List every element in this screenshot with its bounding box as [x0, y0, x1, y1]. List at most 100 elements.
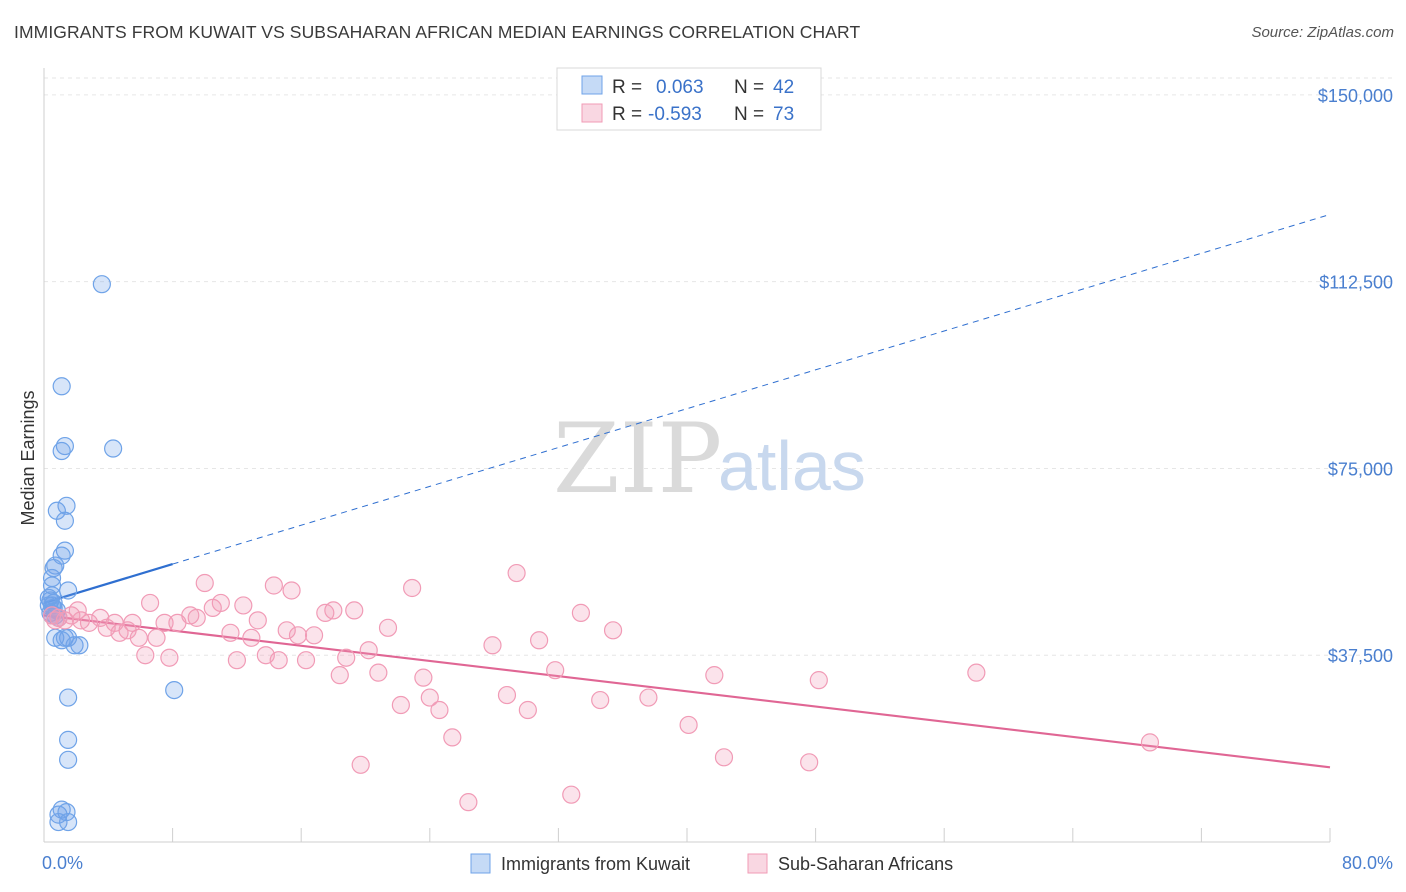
point-subsaharan [507, 563, 526, 583]
bottom-legend-swatch-kuwait [470, 853, 491, 874]
bottom-legend-swatch-subsaharan [747, 853, 768, 874]
point-subsaharan [562, 785, 581, 804]
point-subsaharan [324, 601, 343, 620]
watermark-zip: ZIP [553, 403, 722, 515]
point-subsaharan [497, 685, 517, 705]
point-subsaharan [359, 641, 378, 660]
y-tick-labels: $37,500 $75,000 $112,500 $150,000 [1318, 86, 1393, 666]
watermark-atlas: atlas [718, 427, 866, 505]
point-kuwait [165, 680, 184, 700]
point-subsaharan [221, 623, 240, 642]
point-subsaharan [705, 666, 724, 685]
point-subsaharan [147, 628, 166, 647]
legend-r-value-subsaharan: -0.593 [648, 104, 702, 125]
point-kuwait [92, 275, 111, 294]
legend-n-value-subsaharan: 73 [773, 104, 794, 125]
point-subsaharan [546, 661, 565, 680]
point-subsaharan [518, 700, 537, 720]
point-subsaharan [282, 581, 301, 600]
bottom-legend: Immigrants from Kuwait Sub-Saharan Afric… [470, 853, 953, 874]
point-kuwait [104, 439, 123, 458]
point-subsaharan [211, 593, 230, 613]
point-subsaharan [79, 613, 99, 632]
point-subsaharan [337, 648, 356, 667]
point-subsaharan [123, 613, 142, 632]
source-label: Source: ZipAtlas.com [1251, 24, 1394, 41]
point-kuwait [59, 688, 78, 707]
point-subsaharan [160, 648, 179, 667]
point-kuwait [57, 496, 76, 515]
point-subsaharan [809, 671, 828, 690]
point-kuwait [55, 436, 74, 456]
point-subsaharan [800, 753, 819, 772]
point-kuwait [49, 812, 68, 832]
legend: R = 0.063 N = 42 R = -0.593 N = 73 [556, 67, 822, 131]
legend-box [556, 67, 822, 131]
legend-r-label-subsaharan: R = [612, 104, 642, 125]
point-subsaharan [391, 695, 410, 715]
point-subsaharan [967, 663, 986, 682]
x-tick-labels: 0.0% 80.0% [42, 853, 1393, 873]
point-subsaharan [603, 621, 623, 640]
point-subsaharan [288, 626, 308, 645]
point-subsaharan [296, 651, 316, 670]
point-kuwait [55, 541, 74, 560]
y-tick-label: $112,500 [1319, 273, 1393, 293]
axes [43, 68, 1331, 843]
point-subsaharan [345, 601, 364, 620]
legend-n-label-subsaharan: N = [734, 104, 764, 125]
x-tick-label-max: 80.0% [1342, 853, 1393, 873]
point-subsaharan [269, 651, 288, 670]
point-kuwait [59, 730, 78, 749]
point-subsaharan [378, 618, 398, 637]
bottom-legend-label-kuwait: Immigrants from Kuwait [501, 854, 690, 874]
point-subsaharan [277, 621, 296, 640]
point-subsaharan [68, 601, 87, 620]
trend-line-kuwait-solid [43, 563, 173, 604]
point-subsaharan [639, 688, 658, 707]
point-kuwait [52, 631, 71, 650]
trend-line-kuwait-dashed [172, 213, 1331, 565]
point-subsaharan [414, 668, 433, 687]
data-points [39, 275, 1160, 832]
point-subsaharan [187, 608, 206, 627]
point-subsaharan [430, 700, 449, 720]
point-subsaharan [351, 755, 370, 774]
legend-n-label-kuwait: N = [734, 77, 764, 98]
point-kuwait [70, 636, 89, 655]
point-subsaharan [248, 611, 267, 630]
point-subsaharan [264, 576, 283, 595]
point-subsaharan [140, 593, 160, 613]
point-subsaharan [443, 728, 462, 747]
point-subsaharan [530, 631, 549, 650]
point-kuwait [59, 750, 78, 769]
grid-lines [44, 77, 1392, 656]
point-subsaharan [195, 573, 214, 593]
point-subsaharan [91, 608, 110, 627]
point-subsaharan [483, 636, 502, 655]
point-subsaharan [679, 715, 698, 735]
y-axis-label: Median Earnings [18, 390, 38, 525]
trend-lines [43, 213, 1331, 769]
legend-swatch-kuwait [581, 75, 603, 95]
point-subsaharan [459, 793, 478, 812]
point-subsaharan [714, 748, 734, 767]
point-subsaharan [571, 603, 591, 622]
point-subsaharan [227, 651, 246, 670]
bottom-legend-label-subsaharan: Sub-Saharan Africans [778, 854, 953, 874]
point-subsaharan [1140, 733, 1160, 752]
point-subsaharan [304, 626, 324, 645]
point-kuwait [55, 511, 74, 530]
chart-title: IMMIGRANTS FROM KUWAIT VS SUBSAHARAN AFR… [14, 22, 861, 42]
point-subsaharan [369, 663, 388, 682]
point-subsaharan [155, 613, 174, 632]
point-subsaharan [234, 596, 253, 615]
point-subsaharan [136, 646, 155, 665]
point-subsaharan [330, 666, 349, 685]
point-subsaharan [129, 628, 148, 647]
legend-r-value-kuwait: 0.063 [656, 77, 704, 98]
y-tick-label: $75,000 [1328, 459, 1393, 479]
point-subsaharan [403, 578, 422, 598]
x-tick-label-min: 0.0% [42, 853, 83, 873]
